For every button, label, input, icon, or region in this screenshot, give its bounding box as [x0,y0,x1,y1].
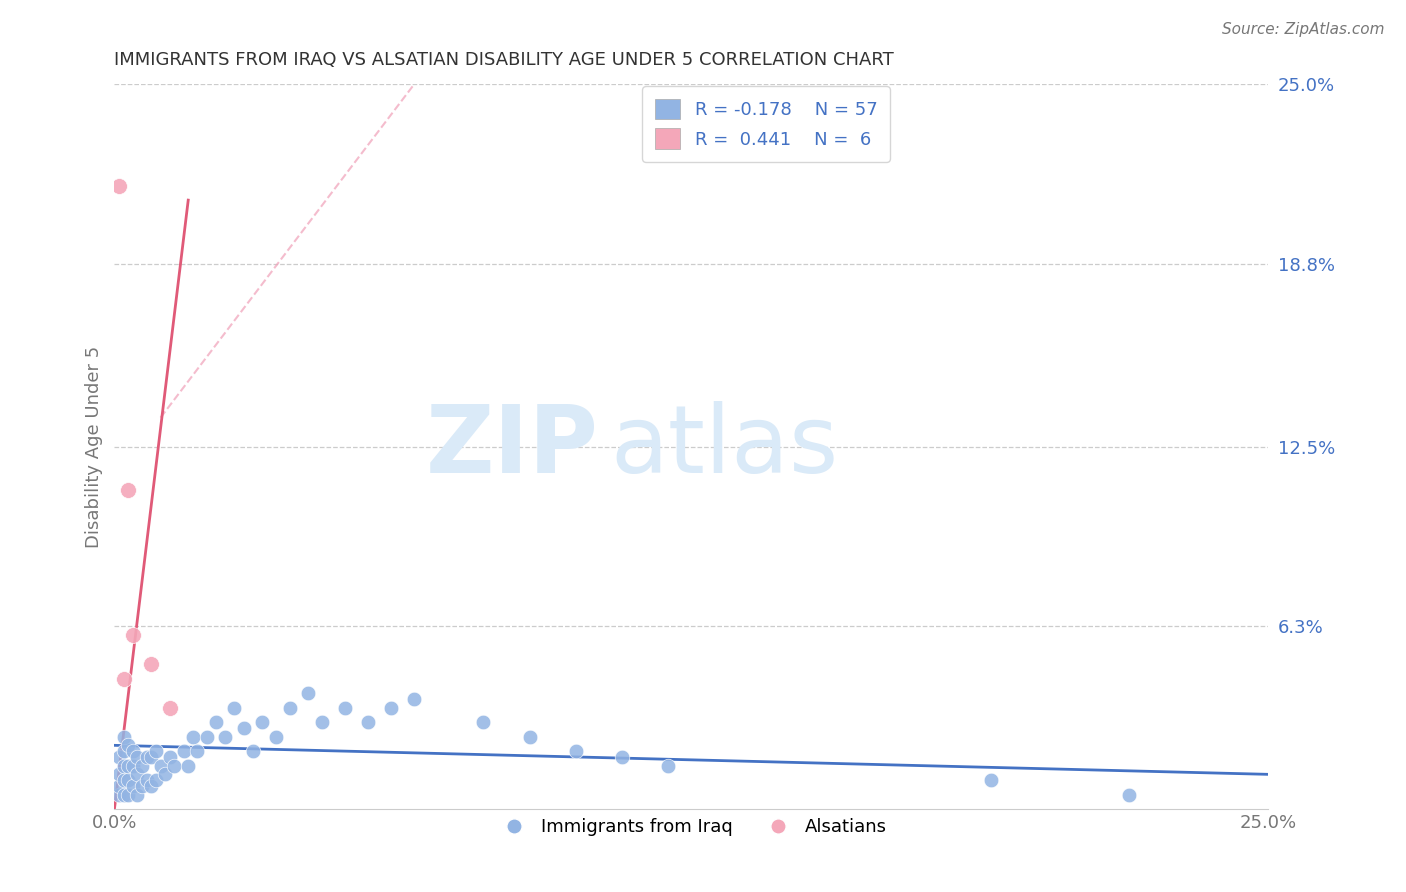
Point [112,758,135,772]
Point [108,767,131,781]
Point [980,773,1002,788]
Point [145,773,167,788]
Point [264,730,287,744]
Y-axis label: Disability Age Under 5: Disability Age Under 5 [86,345,103,548]
Point [153,767,176,781]
Point [108,779,131,793]
Point [224,700,246,714]
Point [565,744,588,758]
Point [117,773,139,788]
Point [141,779,163,793]
Point [472,715,495,730]
Point [404,692,426,706]
Point [141,657,163,672]
Point [135,750,157,764]
Point [108,788,131,802]
Point [117,788,139,802]
Point [112,773,135,788]
Point [121,744,143,758]
Point [297,686,319,700]
Point [1118,788,1140,802]
Point [131,779,153,793]
Text: ZIP: ZIP [426,401,599,492]
Point [117,483,139,497]
Point [177,758,200,772]
Text: atlas: atlas [610,401,838,492]
Point [186,744,208,758]
Point [232,721,254,735]
Point [163,758,186,772]
Point [135,773,157,788]
Point [242,744,264,758]
Point [112,788,135,802]
Point [117,739,139,753]
Point [195,730,218,744]
Point [357,715,380,730]
Point [173,744,195,758]
Point [141,750,163,764]
Point [117,758,139,772]
Point [121,758,143,772]
Point [519,730,541,744]
Point [121,779,143,793]
Point [311,715,333,730]
Point [159,700,181,714]
Point [149,758,172,772]
Point [205,715,228,730]
Legend: Immigrants from Iraq, Alsatians: Immigrants from Iraq, Alsatians [488,811,894,844]
Point [145,744,167,758]
Point [127,750,149,764]
Point [610,750,633,764]
Text: IMMIGRANTS FROM IRAQ VS ALSATIAN DISABILITY AGE UNDER 5 CORRELATION CHART: IMMIGRANTS FROM IRAQ VS ALSATIAN DISABIL… [114,51,894,69]
Point [127,788,149,802]
Point [159,750,181,764]
Point [121,628,143,642]
Point [278,700,301,714]
Point [333,700,356,714]
Point [181,730,204,744]
Point [214,730,236,744]
Point [250,715,273,730]
Point [112,730,135,744]
Point [131,758,153,772]
Point [108,178,131,193]
Point [657,758,679,772]
Point [127,767,149,781]
Point [112,672,135,686]
Point [380,700,402,714]
Point [112,744,135,758]
Text: Source: ZipAtlas.com: Source: ZipAtlas.com [1222,22,1385,37]
Point [108,750,131,764]
